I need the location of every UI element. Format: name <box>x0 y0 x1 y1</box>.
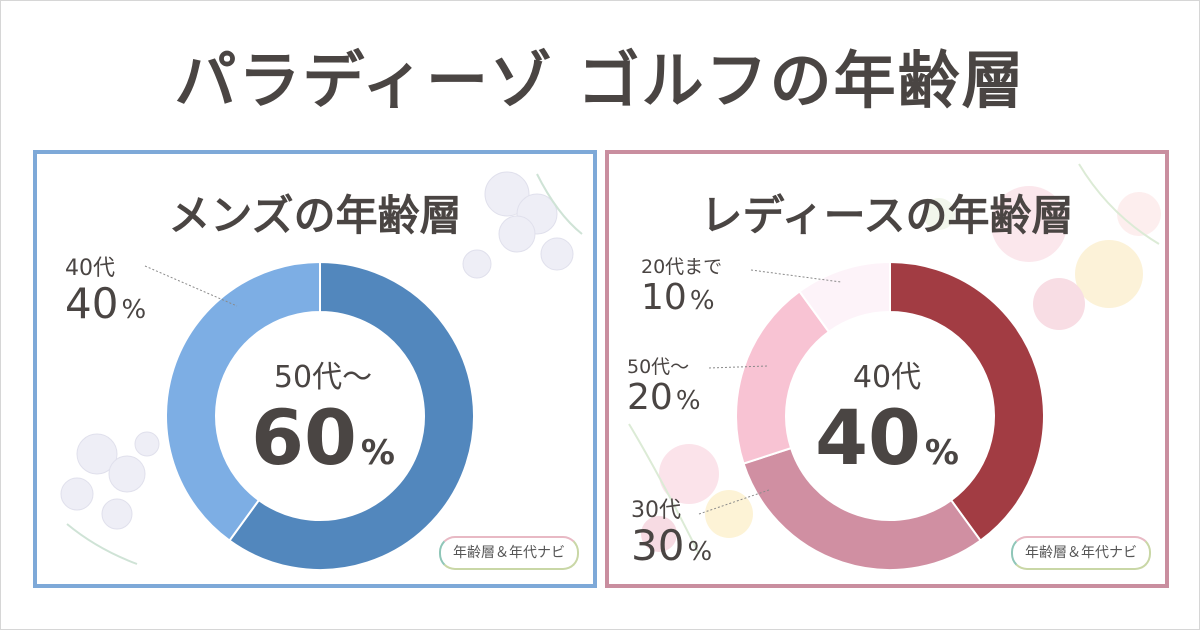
mens-leader-line-0 <box>144 265 238 307</box>
mens-center-category: 50代～ <box>273 360 373 395</box>
ladies-panel-title: レディースの年齢層 <box>700 191 1074 240</box>
ladies-label-50plus: 50代～ 20% <box>627 352 701 417</box>
mens-label-40s-percent: % <box>121 295 147 325</box>
ladies-label-50plus-category: 50代～ <box>627 356 690 378</box>
ladies-slice-3 <box>798 260 891 334</box>
mens-label-40s-category: 40代 <box>65 256 115 281</box>
ladies-label-20s-percent: % <box>689 286 715 316</box>
ladies-center-category: 40代 <box>852 360 922 395</box>
ladies-label-20s-value: 10 <box>641 277 687 318</box>
ladies-label-20s-category: 20代まで <box>641 256 723 278</box>
ladies-leader-line-1 <box>708 365 768 369</box>
ladies-panel: レディースの年齢層 40代 40% 20代まで 10% 50代～ 20% 30代… <box>605 150 1169 588</box>
mens-label-40s: 40代 40% <box>65 250 146 326</box>
ladies-donut-chart <box>698 260 1045 571</box>
ladies-label-30s-value: 30 <box>631 521 685 570</box>
ladies-center-percent: % <box>924 433 959 473</box>
ladies-label-20s: 20代まで 10% <box>641 252 722 317</box>
ladies-label-30s-percent: % <box>687 537 713 567</box>
ladies-center-label: 40代 40% <box>777 352 997 480</box>
ladies-center-value: 40 <box>815 393 921 482</box>
ladies-leader-line-0 <box>750 269 842 283</box>
ladies-label-30s: 30代 30% <box>631 492 712 568</box>
mens-label-40s-value: 40 <box>65 279 119 328</box>
page-title: パラディーゾ ゴルフの年齢層 <box>174 44 1026 117</box>
mens-center-value: 60 <box>251 393 357 482</box>
ladies-label-50plus-percent: % <box>675 386 701 416</box>
mens-center-label: 50代～ 60% <box>213 352 433 480</box>
mens-center-percent: % <box>360 433 395 473</box>
ladies-leader-line-2 <box>698 489 770 515</box>
mens-donut-chart <box>144 260 475 571</box>
ladies-label-50plus-value: 20 <box>627 377 673 418</box>
mens-slice-1 <box>165 260 321 542</box>
ladies-slice-1 <box>742 446 982 571</box>
ladies-label-30s-category: 30代 <box>631 498 681 523</box>
mens-site-badge: 年齢層＆年代ナビ <box>439 536 579 570</box>
mens-slice-0 <box>228 260 475 571</box>
mens-panel-title: メンズの年齢層 <box>168 191 462 240</box>
ladies-slice-0 <box>889 260 1045 542</box>
mens-panel: メンズの年齢層 50代～ 60% 40代 40% 年齢層＆年代ナビ <box>33 150 597 588</box>
ladies-site-badge: 年齢層＆年代ナビ <box>1011 536 1151 570</box>
